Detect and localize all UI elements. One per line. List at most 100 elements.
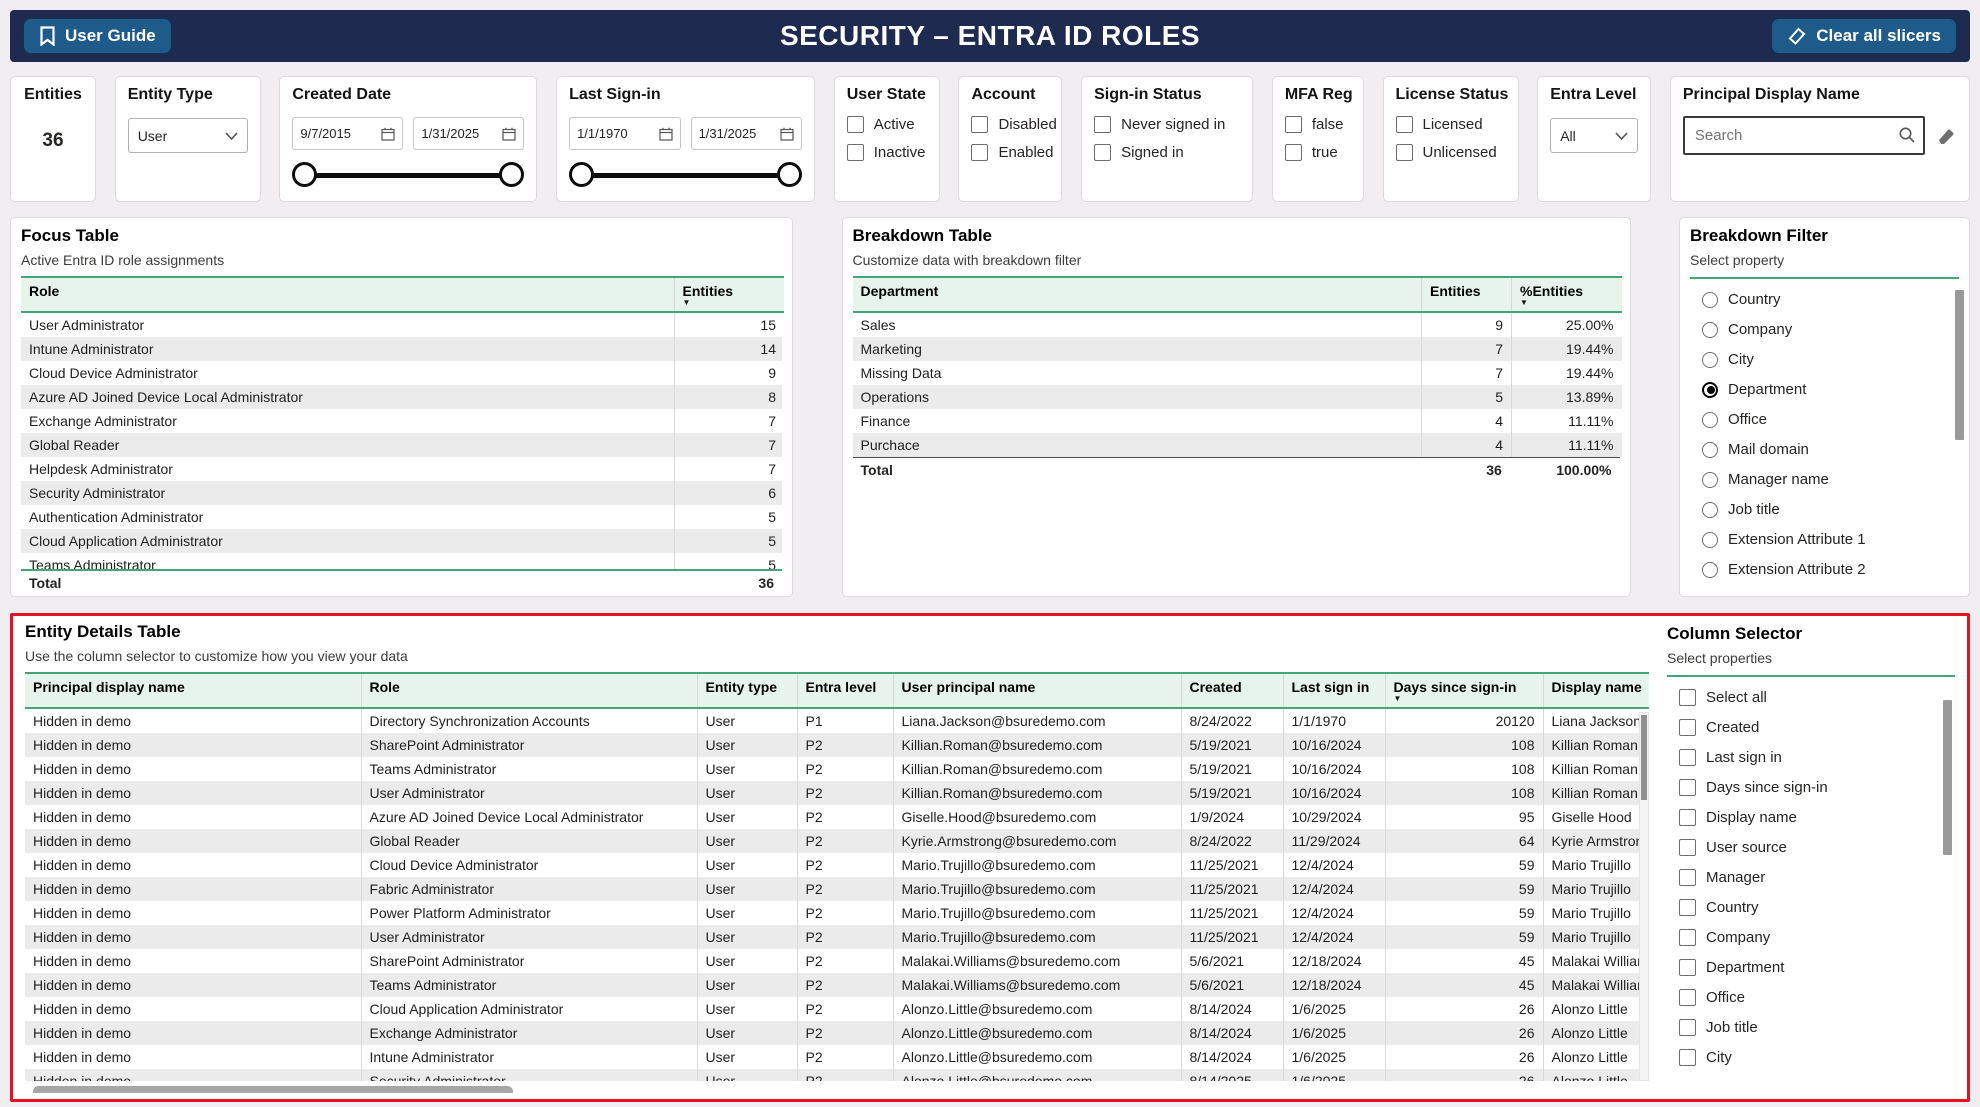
- checkbox-icon[interactable]: [1395, 116, 1413, 133]
- checkbox-icon[interactable]: [1679, 899, 1696, 916]
- checkbox-icon[interactable]: [1679, 749, 1696, 766]
- column-header-principal-display-name[interactable]: Principal display name: [25, 672, 361, 709]
- column-header-created[interactable]: Created: [1180, 672, 1283, 709]
- table-row[interactable]: Hidden in demo Teams Administrator User P2 M…: [25, 973, 1649, 997]
- scrollbar-thumb[interactable]: [1943, 700, 1952, 855]
- search-input[interactable]: [1682, 116, 1925, 155]
- checkbox-option[interactable]: Disabled: [971, 116, 1057, 133]
- checkbox-option[interactable]: Last sign in: [1679, 749, 1953, 766]
- column-header-entity-type[interactable]: Entity type: [696, 672, 797, 709]
- checkbox-icon[interactable]: [1679, 1019, 1696, 1036]
- table-row[interactable]: Helpdesk Administrator 7: [21, 457, 782, 481]
- checkbox-option[interactable]: Never signed in: [1094, 116, 1240, 133]
- table-row[interactable]: Hidden in demo Exchange Administrator User…: [25, 1021, 1649, 1045]
- checkbox-option[interactable]: Enabled: [971, 144, 1054, 161]
- checkbox-icon[interactable]: [846, 116, 864, 133]
- user-guide-button[interactable]: User Guide: [22, 17, 173, 55]
- column-header-last-sign-in[interactable]: Last sign in: [1282, 672, 1385, 709]
- checkbox-option[interactable]: Country: [1679, 899, 1953, 916]
- checkbox-option[interactable]: Unlicensed: [1395, 144, 1506, 161]
- radio-icon[interactable]: [1702, 381, 1718, 398]
- checkbox-icon[interactable]: [1679, 689, 1696, 706]
- checkbox-icon[interactable]: [971, 144, 989, 161]
- table-row[interactable]: User Administrator 15: [21, 313, 782, 337]
- column-header-department[interactable]: Department: [852, 276, 1422, 313]
- checkbox-icon[interactable]: [1679, 809, 1696, 826]
- checkbox-option[interactable]: true: [1284, 144, 1351, 161]
- radio-option[interactable]: Company: [1702, 321, 1957, 338]
- last-sign-in-end-input[interactable]: 1/31/2025: [690, 117, 803, 150]
- column-header-entra-level[interactable]: Entra level: [796, 672, 893, 709]
- created-date-start-input[interactable]: 9/7/2015: [292, 117, 404, 150]
- table-row[interactable]: Hidden in demo Global Reader User P2 Kyrie.A…: [25, 829, 1649, 853]
- checkbox-icon[interactable]: [1094, 116, 1112, 133]
- clear-all-slicers-button[interactable]: Clear all slicers: [1770, 17, 1958, 55]
- checkbox-icon[interactable]: [1679, 779, 1696, 796]
- checkbox-option[interactable]: Days since sign-in: [1679, 779, 1953, 796]
- checkbox-option[interactable]: Created: [1679, 719, 1953, 736]
- table-row[interactable]: Hidden in demo Directory Synchronization …: [25, 709, 1649, 733]
- table-row[interactable]: Missing Data 7 19.44%: [853, 361, 1622, 385]
- slider-handle-end[interactable]: [499, 162, 525, 187]
- table-row[interactable]: Security Administrator 6: [21, 481, 782, 505]
- table-row[interactable]: Hidden in demo Intune Administrator User P2…: [25, 1045, 1649, 1069]
- radio-option[interactable]: Extension Attribute 1: [1702, 531, 1957, 548]
- checkbox-icon[interactable]: [1679, 719, 1696, 736]
- checkbox-option[interactable]: Inactive: [846, 144, 927, 161]
- checkbox-option[interactable]: Office: [1679, 989, 1953, 1006]
- table-row[interactable]: Authentication Administrator 5: [21, 505, 782, 529]
- table-row[interactable]: Operations 5 13.89%: [852, 385, 1622, 409]
- last-sign-in-start-input[interactable]: 1/1/1970: [569, 117, 681, 150]
- column-header-entities[interactable]: Entities ▼: [673, 276, 784, 313]
- table-row[interactable]: Hidden in demo Cloud Device Administrator…: [25, 853, 1649, 877]
- radio-option[interactable]: Manager name: [1702, 471, 1957, 488]
- table-row[interactable]: Purchace 4 11.11%: [852, 433, 1622, 457]
- checkbox-option[interactable]: City: [1679, 1049, 1953, 1066]
- scrollbar-thumb[interactable]: [1641, 715, 1647, 800]
- table-row[interactable]: Finance 4 11.11%: [853, 409, 1622, 433]
- column-header-entities[interactable]: Entities: [1421, 276, 1512, 313]
- checkbox-option[interactable]: Licensed: [1395, 116, 1506, 133]
- table-row[interactable]: Intune Administrator 14: [21, 337, 782, 361]
- checkbox-option[interactable]: Department: [1679, 959, 1953, 976]
- checkbox-option[interactable]: Select all: [1679, 689, 1953, 706]
- checkbox-icon[interactable]: [1679, 1049, 1696, 1066]
- checkbox-icon[interactable]: [1679, 959, 1696, 976]
- table-row[interactable]: Hidden in demo Azure AD Joined Device Loc…: [25, 805, 1649, 829]
- slider-handle-start[interactable]: [292, 162, 318, 187]
- column-header-role[interactable]: Role: [360, 672, 697, 709]
- slider-handle-end[interactable]: [777, 162, 803, 187]
- eraser-icon[interactable]: [1935, 125, 1957, 147]
- checkbox-icon[interactable]: [1094, 144, 1112, 161]
- column-header-display-name[interactable]: Display name: [1542, 672, 1649, 709]
- table-row[interactable]: Hidden in demo Power Platform Administrat…: [25, 901, 1649, 925]
- checkbox-icon[interactable]: [1395, 144, 1413, 161]
- table-row[interactable]: Teams Administrator 5: [21, 553, 782, 569]
- checkbox-icon[interactable]: [1284, 144, 1302, 161]
- radio-option[interactable]: Office: [1702, 411, 1957, 428]
- table-row[interactable]: Cloud Device Administrator 9: [21, 361, 782, 385]
- radio-option[interactable]: Job title: [1702, 501, 1957, 518]
- entra-level-select[interactable]: All: [1550, 118, 1639, 153]
- radio-icon[interactable]: [1702, 501, 1718, 518]
- radio-option[interactable]: Department: [1702, 381, 1957, 398]
- checkbox-option[interactable]: Signed in: [1094, 144, 1240, 161]
- scrollbar-thumb[interactable]: [1955, 290, 1964, 440]
- column-header-user-principal-name[interactable]: User principal name: [892, 672, 1181, 709]
- radio-icon[interactable]: [1702, 291, 1718, 308]
- table-row[interactable]: Marketing 7 19.44%: [852, 337, 1622, 361]
- entity-type-select[interactable]: User: [127, 118, 248, 153]
- checkbox-option[interactable]: Job title: [1679, 1019, 1953, 1036]
- checkbox-icon[interactable]: [1284, 116, 1302, 133]
- checkbox-icon[interactable]: [971, 116, 989, 133]
- table-row[interactable]: Azure AD Joined Device Local Administrat…: [21, 385, 782, 409]
- table-row[interactable]: Hidden in demo Teams Administrator User P2 K…: [25, 757, 1649, 781]
- radio-icon[interactable]: [1702, 561, 1718, 578]
- checkbox-icon[interactable]: [1679, 839, 1696, 856]
- table-row[interactable]: Hidden in demo SharePoint Administrator Us…: [25, 949, 1649, 973]
- table-row[interactable]: Hidden in demo SharePoint Administrator Us…: [25, 733, 1649, 757]
- checkbox-icon[interactable]: [846, 144, 864, 161]
- horizontal-scrollbar[interactable]: [25, 1086, 1649, 1093]
- radio-icon[interactable]: [1702, 531, 1718, 548]
- table-row[interactable]: Cloud Application Administrator 5: [21, 529, 782, 553]
